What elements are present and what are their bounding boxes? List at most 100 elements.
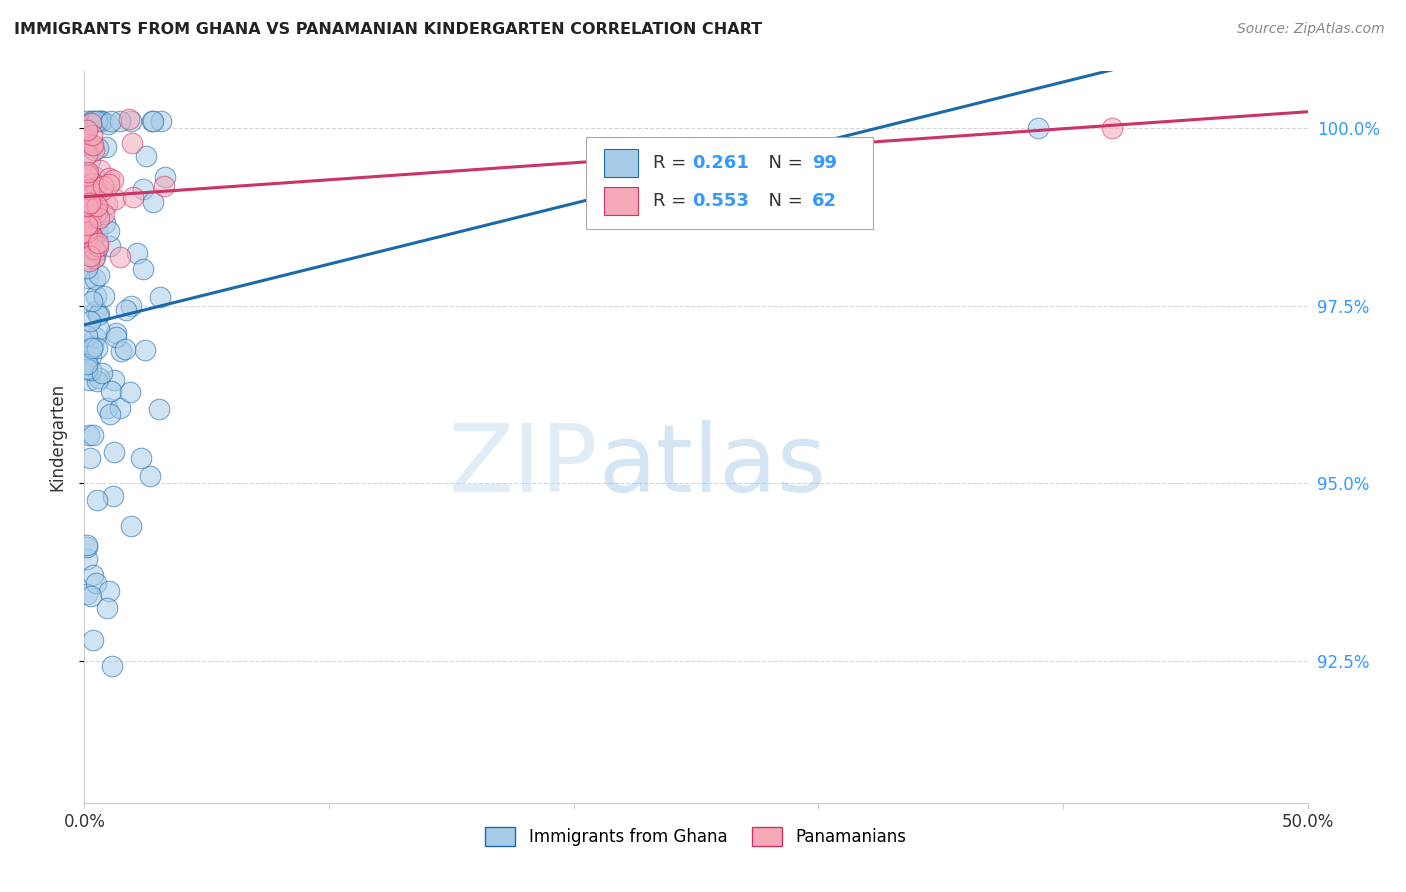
Point [87,211,110,226]
Point [76,540,98,554]
Point [80,138,103,153]
Point [86,492,108,507]
Point [77,226,100,240]
Point [77,253,100,268]
Point [76,114,98,128]
Point [83,251,105,265]
Point [120,518,142,533]
Point [100,658,122,673]
Point [77,228,100,243]
Point [105,326,128,340]
Point [76,195,98,210]
Point [77,165,100,179]
Point [86,225,108,239]
Point [76,146,98,161]
Point [84,180,107,194]
Point [76,587,98,601]
Point [76,169,98,183]
Point [79,196,101,211]
Point [76,537,98,551]
Point [101,173,124,187]
Point [104,192,127,206]
Point [77,270,100,285]
Point [79,313,101,327]
Point [86,199,108,213]
Point [76,200,98,214]
Y-axis label: Kindergarten: Kindergarten [48,383,66,491]
Point [83,143,105,157]
Point [80,349,103,363]
Point [110,343,132,358]
Text: IMMIGRANTS FROM GHANA VS PANAMANIAN KINDERGARTEN CORRELATION CHART: IMMIGRANTS FROM GHANA VS PANAMANIAN KIND… [14,22,762,37]
Point [100,384,122,398]
Point [76,122,98,136]
Point [80,589,103,603]
Point [90,366,112,380]
Point [77,428,100,442]
Point [139,469,162,483]
Point [97,224,120,238]
Point [115,302,138,317]
Point [96,601,118,615]
Point [76,361,98,376]
Point [1101,121,1123,136]
Point [94,216,117,230]
Point [80,114,103,128]
Point [108,401,131,415]
Point [96,197,118,211]
Point [79,224,101,238]
Point [77,181,100,195]
Point [93,207,115,221]
Point [1028,121,1050,136]
Point [87,236,110,251]
Point [82,195,104,210]
Point [80,116,103,130]
Point [114,342,136,356]
Point [76,178,98,192]
FancyBboxPatch shape [586,137,873,228]
Text: atlas: atlas [598,420,827,512]
Text: 0.553: 0.553 [692,192,749,210]
Point [84,289,107,303]
Point [79,153,101,167]
Point [82,427,104,442]
Point [82,138,104,153]
Point [79,206,101,220]
Point [91,114,114,128]
Point [84,304,107,318]
Point [141,114,163,128]
Point [93,289,115,303]
Point [86,205,108,219]
Point [76,231,98,245]
Text: N =: N = [758,192,808,210]
Point [108,250,131,264]
Point [76,195,98,210]
Legend: Immigrants from Ghana, Panamanians: Immigrants from Ghana, Panamanians [478,821,914,853]
Point [149,290,172,304]
Point [76,225,98,239]
Point [79,249,101,263]
Point [76,199,98,213]
Point [77,211,100,225]
Point [84,272,107,286]
Point [83,231,105,245]
Text: R =: R = [654,153,692,172]
Point [89,163,111,178]
Point [76,354,98,368]
Point [96,401,118,416]
Point [76,201,98,215]
Point [98,238,121,252]
Point [76,357,98,371]
Point [80,128,103,142]
Point [98,584,121,599]
Point [103,373,125,387]
Point [77,228,100,243]
Point [86,114,108,128]
Point [86,575,108,590]
Point [76,218,98,232]
Point [82,338,104,352]
Point [97,117,120,131]
Point [87,371,110,385]
Point [86,342,108,356]
Point [97,171,120,186]
